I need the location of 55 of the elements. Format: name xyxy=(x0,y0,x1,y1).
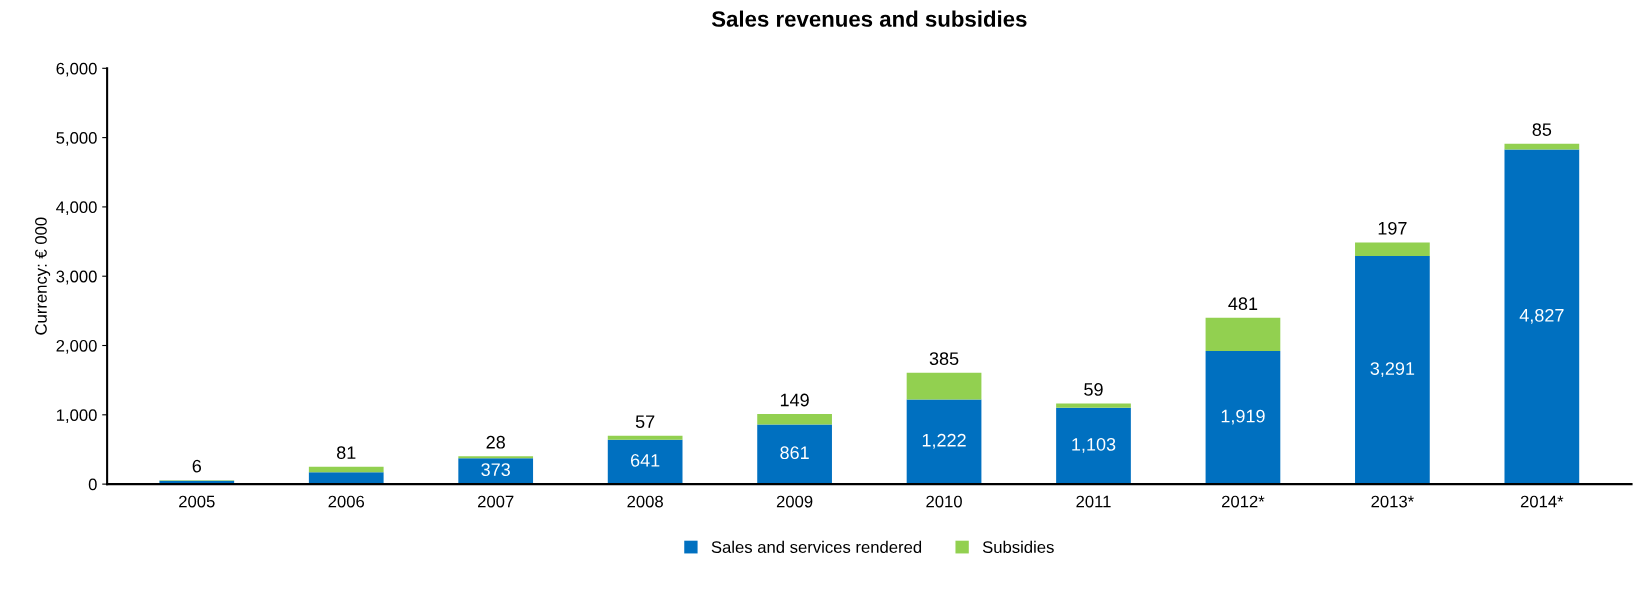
data-label: 81 xyxy=(336,446,356,459)
x-tick-label: 2013* xyxy=(1371,495,1414,508)
data-label: 4,827 xyxy=(1519,308,1564,324)
x-tick-label: 2005 xyxy=(179,495,215,508)
x-tick-label: 2009 xyxy=(776,495,813,508)
bar xyxy=(607,435,683,440)
legend-label: Sales and services rendered xyxy=(711,540,922,554)
data-label: 1,103 xyxy=(1072,437,1116,453)
bar xyxy=(1355,242,1430,257)
data-label: 1,919 xyxy=(1221,409,1265,425)
y-tick-label: 5,000 xyxy=(56,132,97,146)
y-tick-label: 1,000 xyxy=(56,409,97,423)
x-tick-label: 2011 xyxy=(1076,495,1111,508)
data-label: 59 xyxy=(1084,383,1103,396)
x-tick-label: 2006 xyxy=(328,495,365,508)
bar xyxy=(757,424,832,485)
bar xyxy=(906,399,982,485)
x-tick-label: 2008 xyxy=(627,495,663,508)
bar xyxy=(1504,143,1580,150)
y-tick-label: 0 xyxy=(88,478,97,491)
y-tick-label: 2,000 xyxy=(56,339,97,354)
bar xyxy=(1205,317,1281,352)
bar xyxy=(308,472,384,485)
bar xyxy=(607,439,683,485)
data-label: 85 xyxy=(1532,123,1552,136)
legend-label: Subsidies xyxy=(982,540,1054,554)
bar xyxy=(458,458,534,485)
data-label: 641 xyxy=(631,453,660,467)
data-label: 861 xyxy=(780,446,809,460)
data-label: 57 xyxy=(635,415,655,429)
data-label: 197 xyxy=(1378,221,1407,235)
data-label: 385 xyxy=(929,352,959,366)
data-label: 6 xyxy=(192,459,202,473)
y-tick-label: 6,000 xyxy=(56,62,97,77)
y-axis-title: Currency: € 000 xyxy=(35,217,51,335)
data-label: 481 xyxy=(1228,297,1258,311)
data-label: 373 xyxy=(481,463,510,477)
bar xyxy=(757,414,832,425)
data-label: 1,222 xyxy=(922,433,966,449)
data-label: 28 xyxy=(486,435,505,449)
bar xyxy=(1355,256,1430,485)
bar xyxy=(1056,403,1131,408)
bar xyxy=(1205,351,1281,485)
y-tick-label: 4,000 xyxy=(56,201,97,216)
data-label: 149 xyxy=(780,393,809,407)
bar xyxy=(1056,407,1131,485)
bar xyxy=(1504,149,1580,485)
y-tick-label: 3,000 xyxy=(56,270,97,285)
bar xyxy=(906,372,982,400)
x-tick-label: 2007 xyxy=(477,495,514,508)
x-tick-label: 2010 xyxy=(926,495,962,508)
chart-title: Sales revenues and subsidies xyxy=(711,10,1027,27)
data-label: 3,291 xyxy=(1370,362,1415,378)
x-tick-label: 2012* xyxy=(1222,495,1265,508)
x-tick-label: 2014* xyxy=(1520,495,1564,508)
